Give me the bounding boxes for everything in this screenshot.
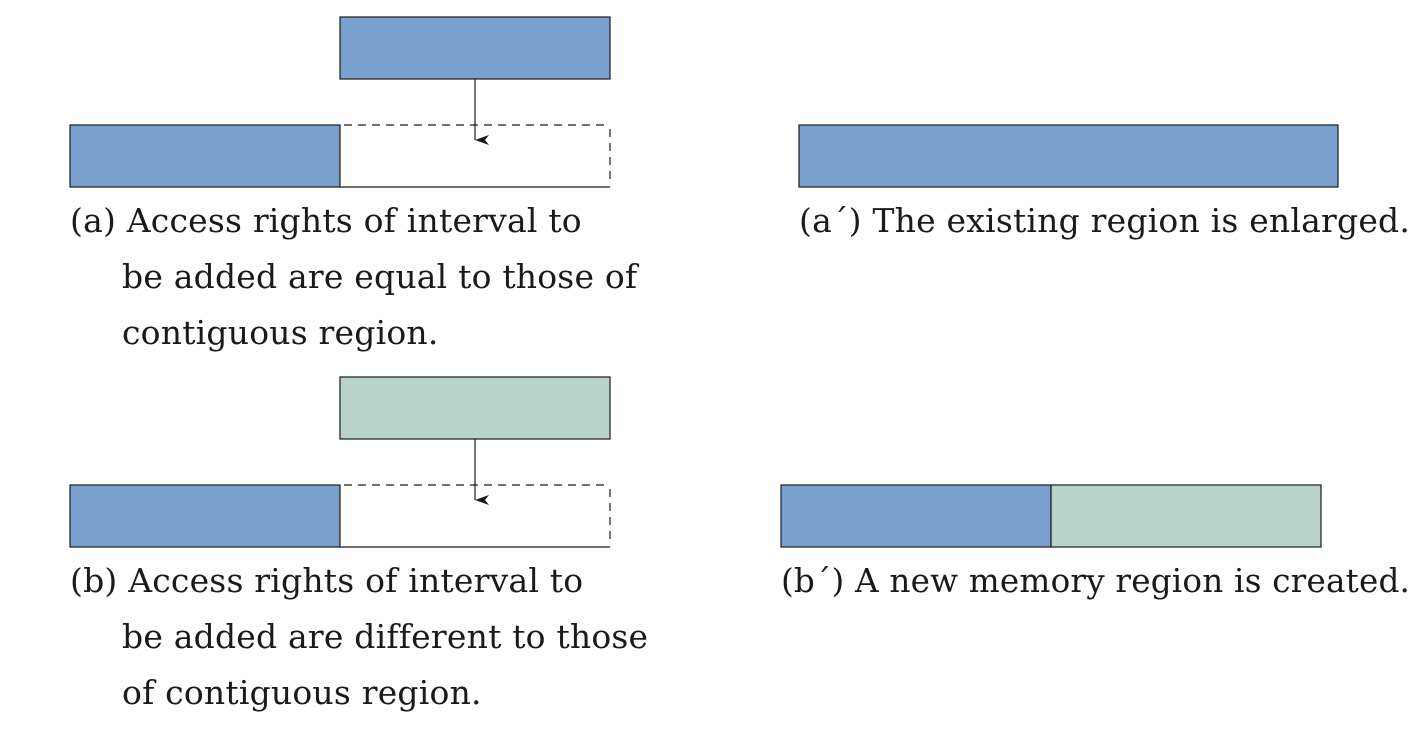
- existing-region-result-block: [780, 484, 1052, 548]
- caption-b: (b) Access rights of interval to be adde…: [70, 553, 648, 721]
- caption-b-prime-text: A new memory region is created.: [855, 562, 1411, 600]
- caption-a-prime: (a´) The existing region is enlarged.: [799, 193, 1410, 249]
- new-interval-block-a: [339, 16, 611, 80]
- caption-a-prime-tag: (a´): [799, 201, 862, 240]
- caption-b-line-3: of contiguous region.: [122, 673, 482, 712]
- caption-a-line-3: contiguous region.: [122, 313, 439, 352]
- caption-a-line-2: be added are equal to those of: [122, 257, 638, 296]
- caption-a-prime-text: The existing region is enlarged.: [872, 201, 1411, 240]
- caption-a: (a) Access rights of interval to be adde…: [70, 193, 637, 361]
- existing-region-block-b: [69, 484, 341, 548]
- caption-b-line-1: Access rights of interval to: [128, 561, 584, 600]
- enlarged-region-block: [798, 124, 1339, 188]
- caption-a-tag: (a): [70, 201, 117, 240]
- new-region-result-block: [1050, 484, 1322, 548]
- caption-a-line-1: Access rights of interval to: [126, 201, 582, 240]
- caption-b-prime: (b´) A new memory region is created.: [781, 553, 1410, 609]
- new-interval-block-b: [339, 376, 611, 440]
- target-slot-a: [340, 124, 611, 188]
- caption-b-tag: (b): [70, 561, 118, 600]
- existing-region-block-a: [69, 124, 341, 188]
- caption-b-line-2: be added are different to those: [122, 617, 649, 656]
- target-slot-b: [340, 484, 611, 548]
- caption-b-prime-tag: (b´): [781, 562, 845, 600]
